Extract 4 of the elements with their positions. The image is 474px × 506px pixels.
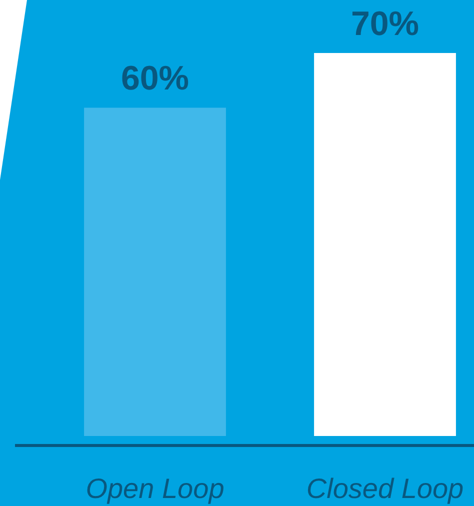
data-label: 70% (350, 5, 420, 43)
data-label: 60% (120, 60, 190, 98)
x-tick-label: Open Loop (86, 473, 224, 504)
x-tick-label: Closed Loop (306, 473, 464, 504)
